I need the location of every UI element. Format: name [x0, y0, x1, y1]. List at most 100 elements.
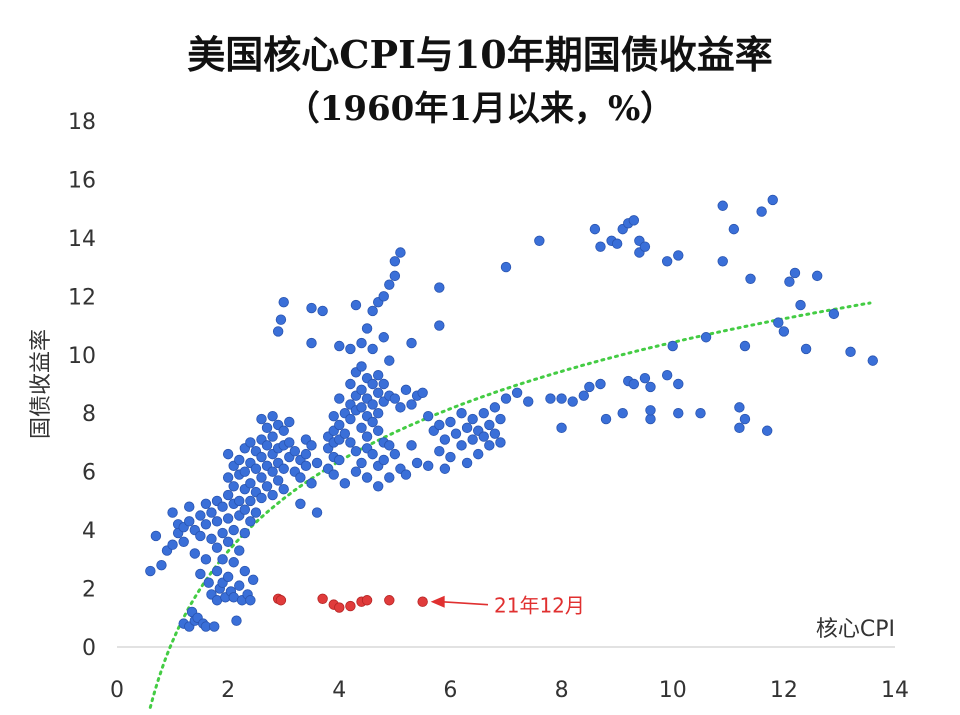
- data-point: [484, 419, 495, 431]
- data-point: [378, 454, 389, 466]
- data-point: [295, 498, 306, 510]
- recent-data-point: [417, 596, 428, 607]
- data-point: [439, 463, 451, 474]
- data-point: [306, 478, 317, 489]
- data-point: [250, 463, 262, 474]
- data-point: [306, 337, 317, 349]
- data-point: [300, 460, 312, 472]
- data-point: [739, 413, 751, 425]
- x-tick-label: 8: [555, 678, 569, 703]
- data-point: [372, 387, 384, 398]
- data-point: [445, 416, 456, 428]
- data-point: [739, 340, 751, 352]
- data-point: [284, 416, 295, 428]
- data-point: [600, 413, 612, 425]
- data-point: [345, 437, 356, 448]
- data-point: [406, 337, 417, 349]
- data-point: [361, 472, 373, 483]
- data-point: [245, 595, 256, 606]
- x-tick-label: 6: [443, 678, 457, 703]
- data-point: [195, 568, 206, 580]
- data-point: [350, 299, 362, 311]
- data-point: [239, 527, 251, 539]
- data-point: [400, 384, 412, 396]
- data-point: [461, 457, 473, 469]
- chart-title: 美国核心CPI与10年期国债收益率: [187, 32, 773, 77]
- data-point: [211, 516, 223, 527]
- data-point: [384, 440, 395, 451]
- data-point: [339, 428, 351, 439]
- data-point: [156, 559, 167, 571]
- x-tick-label: 14: [881, 678, 909, 703]
- data-point: [867, 355, 878, 366]
- data-point: [778, 326, 790, 337]
- recent-data-point: [275, 595, 287, 606]
- data-point: [217, 527, 228, 539]
- data-point: [217, 554, 228, 565]
- data-point: [450, 428, 462, 439]
- data-point: [673, 250, 684, 261]
- data-point: [228, 557, 239, 568]
- y-tick-label: 6: [82, 461, 96, 486]
- data-point: [500, 261, 512, 273]
- data-point: [284, 437, 295, 448]
- data-point: [423, 460, 434, 472]
- data-point: [628, 215, 640, 226]
- data-point: [211, 565, 223, 577]
- data-point: [384, 355, 395, 366]
- data-point: [306, 302, 317, 314]
- data-point: [745, 273, 756, 285]
- data-point: [434, 446, 445, 457]
- data-point: [184, 516, 195, 527]
- data-point: [484, 440, 495, 451]
- data-point: [495, 437, 506, 448]
- data-point: [272, 326, 284, 337]
- data-point: [311, 457, 323, 469]
- data-point: [406, 399, 417, 410]
- data-point: [145, 565, 156, 577]
- data-point: [209, 621, 220, 632]
- data-point: [278, 425, 289, 436]
- data-point: [256, 413, 267, 425]
- recent-data-point: [334, 602, 345, 613]
- chart-subtitle: （1960年1月以来，%）: [285, 89, 675, 129]
- data-point: [639, 241, 651, 252]
- x-tick-label: 4: [332, 678, 346, 703]
- data-point: [278, 484, 289, 495]
- data-point: [372, 481, 384, 492]
- data-point: [700, 332, 712, 343]
- data-point: [589, 223, 601, 235]
- data-point: [203, 577, 214, 588]
- x-tick-label: 2: [221, 678, 235, 703]
- data-point: [278, 463, 289, 474]
- data-point: [717, 200, 728, 211]
- data-point: [267, 431, 278, 442]
- data-point: [184, 501, 195, 512]
- data-point: [478, 431, 489, 442]
- annotation-arrow-line: [440, 600, 489, 606]
- data-point: [247, 574, 259, 585]
- data-point: [200, 554, 212, 565]
- data-point: [695, 408, 706, 419]
- data-point: [645, 405, 656, 416]
- data-point: [334, 454, 345, 466]
- data-point: [275, 314, 287, 325]
- y-tick-label: 16: [68, 168, 96, 193]
- data-point: [467, 413, 478, 425]
- data-point: [367, 416, 378, 428]
- data-point: [445, 451, 456, 463]
- data-point: [250, 507, 262, 518]
- data-point: [456, 440, 467, 451]
- recent-data-point: [361, 595, 373, 606]
- data-point: [372, 425, 384, 436]
- data-point: [295, 472, 306, 483]
- data-point: [728, 223, 740, 235]
- data-point: [361, 431, 373, 442]
- data-point: [673, 408, 684, 419]
- data-point: [261, 422, 273, 434]
- data-point: [356, 422, 367, 434]
- data-point: [328, 469, 339, 480]
- data-point: [789, 267, 801, 279]
